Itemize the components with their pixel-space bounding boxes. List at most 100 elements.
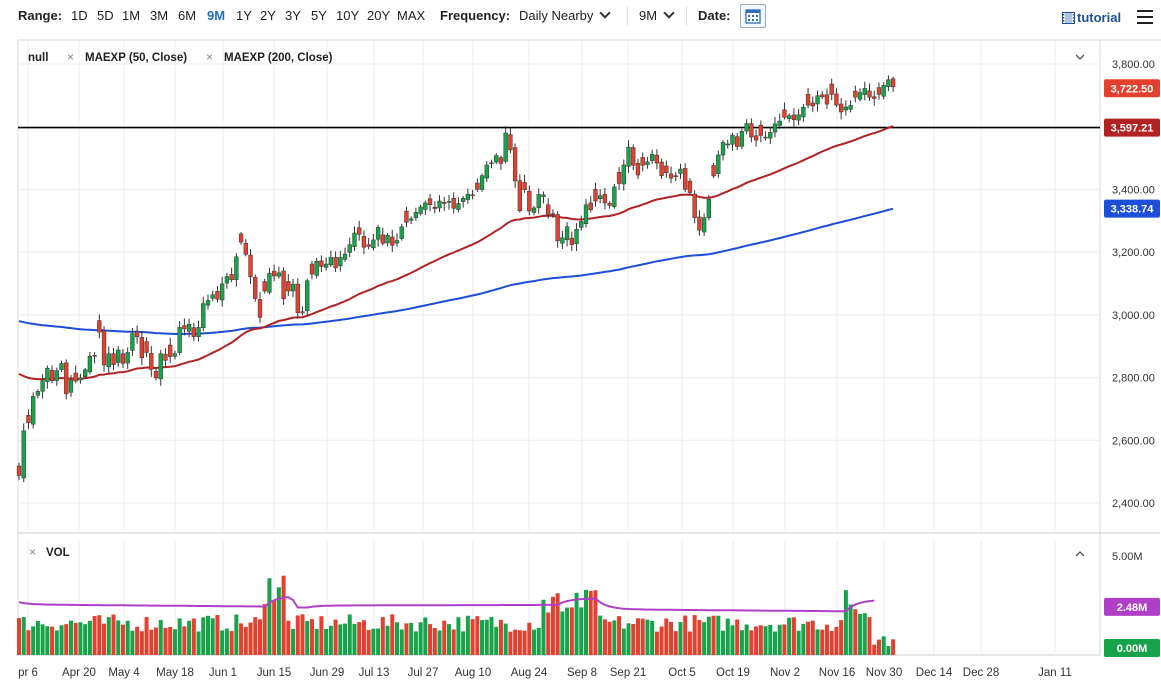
- volume-bar: [446, 624, 451, 655]
- range-button-1y[interactable]: 1Y: [236, 8, 252, 23]
- range-label: Range:: [18, 8, 63, 23]
- candle-body: [872, 96, 877, 99]
- volume-bar: [352, 623, 357, 655]
- volume-bar: [451, 629, 456, 655]
- candles-group: [16, 75, 896, 483]
- candle-body: [276, 272, 282, 277]
- volume-bar: [125, 620, 130, 655]
- candle-body: [631, 147, 636, 166]
- volume-bar: [574, 592, 579, 655]
- x-tick-label: Nov 16: [819, 667, 855, 679]
- candle-body: [35, 391, 41, 396]
- range-button-max[interactable]: MAX: [397, 8, 426, 23]
- candle-body: [687, 180, 693, 193]
- candle-body: [550, 213, 556, 216]
- candle-body: [409, 218, 414, 221]
- candle-body: [243, 242, 248, 255]
- range-button-3y[interactable]: 3Y: [285, 8, 301, 23]
- volume-bar: [617, 616, 622, 655]
- volume-bar: [527, 622, 532, 655]
- x-tick-label: May 4: [108, 667, 140, 679]
- range-button-5y[interactable]: 5Y: [311, 8, 327, 23]
- period-dropdown[interactable]: 9M: [639, 7, 675, 23]
- volume-bar: [824, 624, 829, 655]
- candle-body: [224, 276, 230, 284]
- volume-bar: [697, 620, 702, 655]
- volume-bar: [111, 614, 116, 655]
- volume-bar: [361, 620, 366, 655]
- candle-body: [432, 207, 437, 209]
- candle-body: [796, 114, 801, 121]
- range-button-5d[interactable]: 5D: [97, 8, 114, 23]
- collapse-chevron-icon[interactable]: [1075, 54, 1085, 60]
- candle-body: [876, 87, 882, 95]
- candle-body: [220, 283, 225, 301]
- volume-panel: VOL × 5.00M 2.48M 0.00M: [17, 545, 1160, 657]
- tutorial-link[interactable]: tutorial: [1062, 10, 1121, 25]
- date-picker-button[interactable]: [740, 4, 766, 28]
- range-button-3m[interactable]: 3M: [150, 8, 169, 23]
- volume-bar: [475, 616, 480, 655]
- candle-body: [739, 131, 745, 147]
- price-badge: [1104, 199, 1160, 218]
- volume-bar: [787, 617, 792, 655]
- range-button-20y[interactable]: 20Y: [367, 8, 391, 23]
- volume-bar: [550, 596, 555, 655]
- volume-bar: [678, 622, 683, 655]
- candle-body: [527, 190, 532, 212]
- close-icon[interactable]: ×: [29, 545, 36, 559]
- candle-body: [149, 353, 154, 370]
- candle-body: [503, 132, 508, 162]
- frequency-dropdown[interactable]: Daily Nearby: [519, 7, 612, 23]
- y-tick-label: 2,600.00: [1112, 435, 1155, 447]
- volume-bar: [687, 631, 692, 655]
- volume-bar: [626, 623, 631, 655]
- candle-body: [286, 281, 291, 292]
- volume-bar: [777, 624, 782, 655]
- volume-bar: [343, 623, 348, 655]
- range-button-6m[interactable]: 6M: [178, 8, 197, 23]
- candle-body: [201, 303, 206, 329]
- candle-body: [177, 327, 182, 353]
- candle-body: [697, 216, 702, 231]
- volume-bar: [546, 612, 551, 655]
- volume-bar: [78, 622, 83, 655]
- candle-body: [862, 88, 867, 95]
- close-icon[interactable]: ×: [206, 50, 213, 64]
- volume-bar: [791, 617, 796, 655]
- candle-body: [253, 277, 258, 299]
- candle-body: [64, 362, 69, 395]
- volume-bar: [201, 617, 206, 655]
- volume-bar: [272, 600, 277, 655]
- candle-body: [451, 198, 456, 209]
- volume-bar: [158, 620, 163, 655]
- range-button-10y[interactable]: 10Y: [336, 8, 360, 23]
- range-button-1d[interactable]: 1D: [71, 8, 88, 23]
- range-button-9m[interactable]: 9M: [207, 8, 226, 23]
- close-icon[interactable]: ×: [67, 50, 74, 64]
- candle-body: [588, 202, 593, 211]
- candle-body: [489, 162, 494, 165]
- range-button-2y[interactable]: 2Y: [260, 8, 276, 23]
- candle-body: [153, 370, 159, 379]
- candle-body: [744, 123, 749, 132]
- volume-bar: [702, 622, 707, 655]
- range-button-1m[interactable]: 1M: [122, 8, 141, 23]
- candle-body: [309, 263, 315, 275]
- x-tick-label: Jul 27: [408, 667, 439, 679]
- volume-bar: [735, 619, 740, 655]
- volume-bar: [815, 629, 820, 655]
- candle-body: [824, 94, 830, 105]
- candle-body: [215, 290, 220, 300]
- volume-bar: [380, 617, 385, 655]
- candle-body: [664, 165, 669, 174]
- candle-body: [645, 161, 650, 165]
- expand-chevron-icon[interactable]: [1075, 551, 1085, 557]
- volume-bar: [810, 620, 815, 655]
- x-tick-label: Aug 24: [511, 667, 548, 679]
- volume-bar: [102, 623, 107, 655]
- frequency-value: Daily Nearby: [519, 8, 594, 23]
- volume-bar: [536, 627, 541, 655]
- candle-body: [59, 363, 64, 370]
- menu-icon[interactable]: [1137, 10, 1153, 24]
